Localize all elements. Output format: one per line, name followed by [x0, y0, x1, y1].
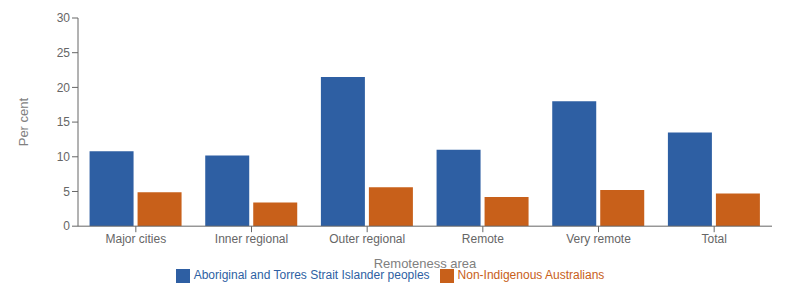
svg-text:25: 25 [57, 46, 71, 60]
svg-text:Very remote: Very remote [566, 232, 631, 246]
svg-text:0: 0 [63, 219, 70, 233]
html-text:Non-Indigenous Australians: Non-Indigenous Australians [457, 268, 605, 283]
svg-text:Major cities: Major cities [105, 232, 166, 246]
svg-text:20: 20 [57, 81, 71, 95]
svg-text:15: 15 [57, 115, 71, 129]
svg-text:Total: Total [701, 232, 726, 246]
html-text:Aboriginal and Torres Strait I: Aboriginal and Torres Strait Islander pe… [193, 268, 430, 283]
svg-text:Per cent: Per cent [16, 97, 31, 146]
svg-text:Remote: Remote [462, 232, 504, 246]
svg-text:Inner regional: Inner regional [215, 232, 288, 246]
svg-text:10: 10 [57, 150, 71, 164]
svg-text:Remoteness area: Remoteness area [374, 256, 477, 271]
svg-text:5: 5 [63, 185, 70, 199]
svg-text:30: 30 [57, 11, 71, 25]
svg-text:Outer regional: Outer regional [329, 232, 405, 246]
